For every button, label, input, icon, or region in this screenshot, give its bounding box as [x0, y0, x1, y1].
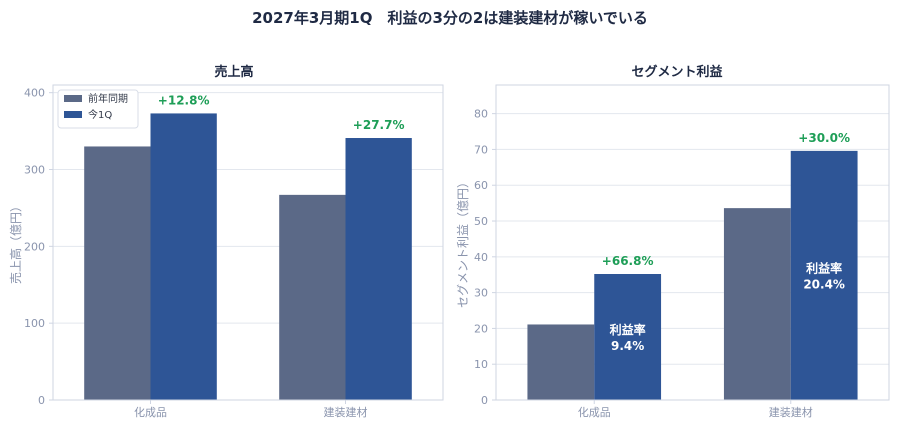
sales-y-tick-label: 0	[38, 394, 45, 407]
figure-title: 2027年3月期1Q 利益の3分の2は建装建材が稼いでいる	[252, 9, 648, 27]
profit-y-tick-label: 10	[474, 358, 488, 371]
sales-bar-prior	[84, 146, 151, 400]
sales-plot-frame	[52, 84, 444, 401]
profit-margin-title: 利益率	[806, 260, 842, 275]
profit-y-tick-label: 20	[474, 322, 488, 335]
sales-y-tick-label: 100	[24, 317, 45, 330]
sales-y-tick-label: 300	[24, 164, 45, 177]
profit-margin-labels: 利益率 9.4% 利益率 20.4%	[610, 260, 845, 353]
legend-label: 今1Q	[88, 108, 112, 121]
sales-growth-labels: +12.8% +27.7%	[158, 93, 405, 132]
profit-chart-title: セグメント利益	[631, 64, 722, 80]
sales-bar-current	[150, 113, 217, 401]
sales-growth-label: +12.8%	[158, 93, 210, 107]
profit-margin-value: 9.4%	[611, 339, 644, 353]
profit-margin-value: 20.4%	[803, 277, 845, 291]
profit-bar-prior	[527, 324, 595, 400]
profit-y-axis-label: セグメント利益（億円）	[456, 176, 470, 308]
profit-growth-labels: +66.8% +30.0%	[602, 131, 850, 268]
legend-label: 前年同期	[88, 92, 128, 105]
sales-y-tick-label: 200	[24, 240, 45, 253]
profit-x-tick-label: 建装建材	[769, 405, 813, 419]
profit-y-tick-label: 40	[474, 251, 488, 264]
profit-y-tick-label: 80	[474, 108, 488, 121]
sales-y-axis-label: 売上高（億円）	[8, 200, 23, 284]
profit-y-tick-label: 70	[474, 143, 488, 156]
profit-chart: セグメント利益 セグメント利益（億円） 0 10 20 30 40 50 60 70 80 化成…	[456, 64, 890, 419]
sales-growth-label: +27.7%	[353, 118, 405, 132]
legend-swatch	[64, 95, 82, 102]
sales-chart: 売上高 売上高（億円） 0 100 200 300 400 化成品 建装建材 +12.8%…	[8, 64, 444, 419]
sales-chart-title: 売上高	[214, 64, 253, 80]
sales-y-tick-label: 400	[24, 87, 45, 100]
sales-bar-current	[345, 138, 412, 400]
profit-bar-prior	[723, 208, 791, 400]
sales-y-ticks: 0 100 200 300 400	[24, 87, 53, 407]
legend-swatch	[64, 111, 82, 118]
profit-y-tick-label: 30	[474, 287, 488, 300]
profit-plot-frame	[495, 84, 890, 401]
profit-y-tick-label: 0	[481, 394, 488, 407]
profit-x-ticks: 化成品 建装建材	[578, 400, 813, 419]
sales-x-ticks: 化成品 建装建材	[134, 400, 368, 419]
sales-bar-prior	[279, 194, 346, 400]
profit-y-tick-label: 60	[474, 179, 488, 192]
profit-margin-title: 利益率	[610, 322, 646, 337]
profit-growth-label: +30.0%	[798, 131, 850, 145]
profit-bars	[527, 150, 858, 400]
sales-bars	[84, 113, 412, 401]
profit-growth-label: +66.8%	[602, 254, 654, 268]
profit-bar-current	[594, 274, 662, 400]
sales-x-tick-label: 化成品	[134, 405, 167, 419]
profit-y-tick-label: 50	[474, 215, 488, 228]
profit-bar-current	[790, 150, 858, 400]
profit-y-ticks: 0 10 20 30 40 50 60 70 80	[474, 108, 496, 407]
sales-x-tick-label: 建装建材	[324, 405, 368, 419]
profit-x-tick-label: 化成品	[578, 405, 611, 419]
